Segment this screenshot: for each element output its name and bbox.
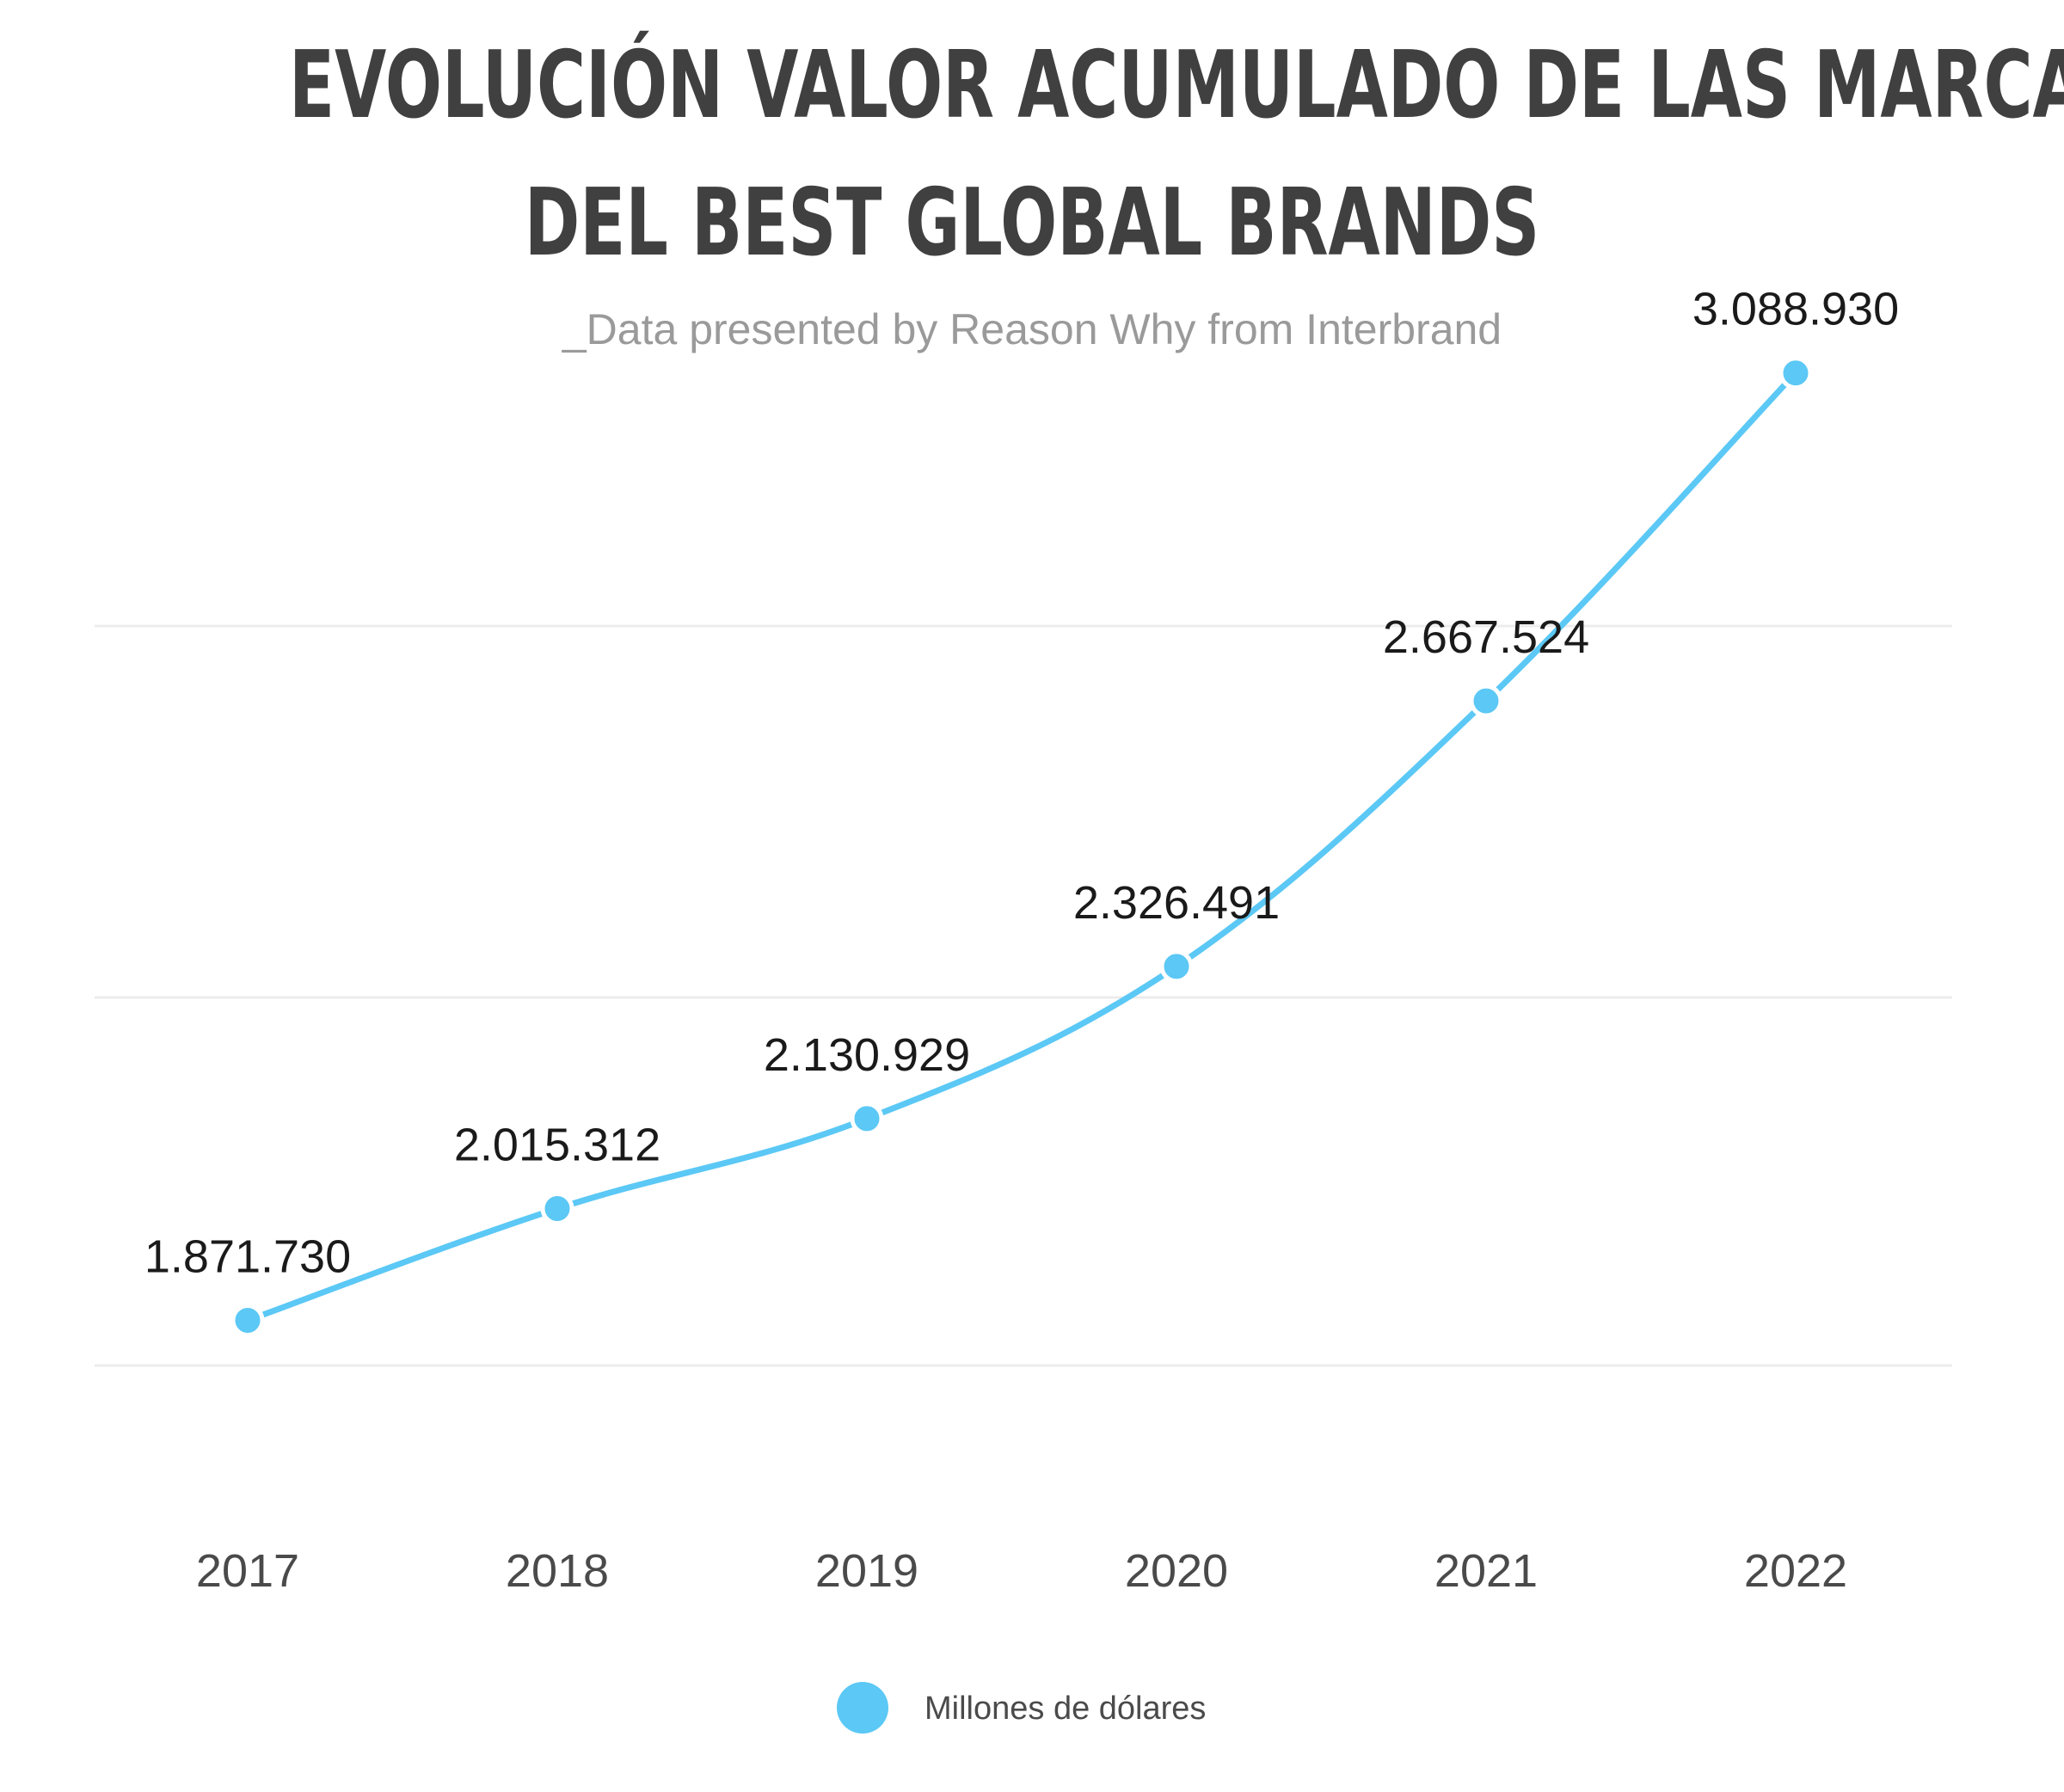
data-label-2019: 2.130.929 [764, 1029, 970, 1081]
data-label-2021: 2.667.524 [1383, 611, 1589, 663]
data-label-2017: 1.871.730 [144, 1231, 351, 1283]
gridlines [95, 624, 1952, 1367]
data-point-2020 [1159, 949, 1194, 984]
legend: Millones de dólares [837, 1682, 1206, 1734]
x-tick-2019: 2019 [815, 1545, 918, 1597]
data-points [230, 356, 1813, 1338]
data-point-2019 [850, 1102, 884, 1136]
x-tick-2018: 2018 [506, 1545, 609, 1597]
legend-swatch [837, 1682, 888, 1734]
x-tick-2021: 2021 [1434, 1545, 1538, 1597]
chart-title: EVOLUCIÓN VALOR ACUMULADO DE LAS MARCAS … [288, 17, 2064, 292]
legend-label: Millones de dólares [924, 1691, 1206, 1727]
data-label-2022: 3.088.930 [1692, 284, 1899, 335]
x-tick-2020: 2020 [1125, 1545, 1228, 1597]
data-point-2017 [230, 1304, 265, 1338]
data-point-2021 [1469, 684, 1503, 718]
x-axis-ticks: 2017 2018 2019 2020 2021 2022 [196, 1545, 1847, 1597]
data-labels: 1.871.730 2.015.312 2.130.929 2.326.491 2.66… [144, 284, 1899, 1283]
data-point-2018 [540, 1192, 574, 1226]
x-tick-2022: 2022 [1744, 1545, 1847, 1597]
chart-title-line-2: DEL BEST GLOBAL BRANDS [524, 169, 1540, 277]
x-tick-2017: 2017 [196, 1545, 299, 1597]
chart-subtitle: _Data presented by Reason Why from Inter… [562, 305, 1502, 353]
chart-title-line-1: EVOLUCIÓN VALOR ACUMULADO DE LAS MARCAS [288, 32, 2064, 139]
data-point-2022 [1778, 356, 1813, 390]
data-label-2020: 2.326.491 [1073, 877, 1280, 929]
series-line [244, 370, 1799, 1323]
data-label-2018: 2.015.312 [454, 1120, 660, 1171]
